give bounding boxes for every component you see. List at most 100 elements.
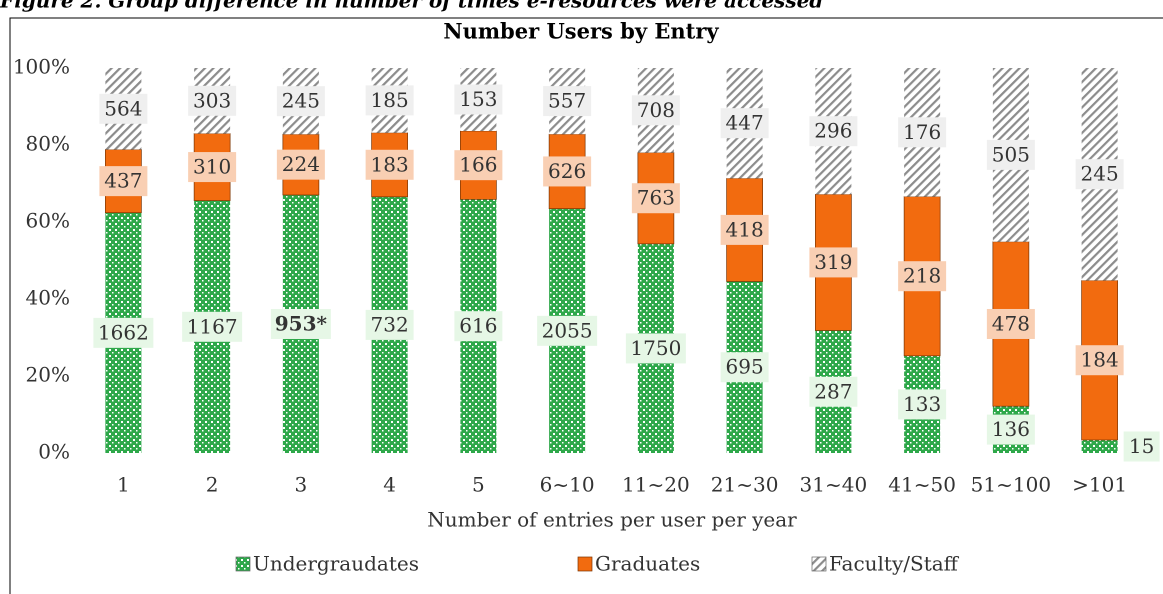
y-tick-label: 40% xyxy=(26,286,70,310)
data-label-bg xyxy=(365,149,414,180)
data-label-bg xyxy=(720,214,769,245)
data-label: 557 xyxy=(548,89,586,113)
data-label: 319 xyxy=(814,250,852,274)
legend-label: Faculty/Staff xyxy=(829,552,960,576)
data-label: 1167 xyxy=(187,314,238,338)
data-label-bg xyxy=(720,108,769,139)
y-tick-label: 80% xyxy=(26,132,70,156)
x-tick-label: 1 xyxy=(117,473,130,497)
legend-label: Undergraudates xyxy=(253,552,419,576)
data-label-bg xyxy=(99,166,148,197)
caption: Figure 2. Group difference in number of … xyxy=(0,0,823,13)
data-label: 953* xyxy=(275,311,328,335)
y-tick-label: 0% xyxy=(38,440,70,464)
data-label: 437 xyxy=(104,169,142,193)
data-label: 478 xyxy=(992,311,1030,335)
data-label-bg xyxy=(898,117,947,148)
data-label-bg xyxy=(1123,431,1160,462)
data-label-bg xyxy=(543,156,592,187)
data-label-bg xyxy=(1075,345,1124,376)
x-tick-label: 11~20 xyxy=(622,473,690,497)
data-label: 763 xyxy=(637,186,675,210)
data-label-bg xyxy=(93,317,154,348)
data-label: 616 xyxy=(459,314,497,338)
data-label: 447 xyxy=(726,111,764,135)
data-label-bg xyxy=(631,95,680,126)
data-label-bg xyxy=(365,85,414,116)
data-label: 2055 xyxy=(542,318,593,342)
data-label: 245 xyxy=(282,89,320,113)
data-label-bg xyxy=(986,139,1035,170)
data-label: 1662 xyxy=(98,320,149,344)
x-tick-label: 6~10 xyxy=(540,473,595,497)
legend-label: Graduates xyxy=(595,552,700,576)
data-label: 418 xyxy=(726,217,764,241)
x-tick-label: 31~40 xyxy=(800,473,868,497)
data-label-bg xyxy=(1075,159,1124,190)
bar-segment xyxy=(1081,439,1118,453)
data-label-bg xyxy=(537,315,598,346)
data-label-bg xyxy=(809,376,858,407)
x-tick-label: 4 xyxy=(383,473,396,497)
data-label: 310 xyxy=(193,155,231,179)
data-label: 15 xyxy=(1129,434,1154,458)
data-label-bg xyxy=(188,152,237,183)
data-label: 185 xyxy=(371,88,409,112)
data-label: 732 xyxy=(371,312,409,336)
data-label-bg xyxy=(625,333,686,364)
y-tick-label: 20% xyxy=(26,363,70,387)
data-label-bg xyxy=(543,86,592,117)
data-label: 153 xyxy=(459,87,497,111)
data-label-bg xyxy=(720,352,769,383)
data-label: 505 xyxy=(992,142,1030,166)
y-tick-label: 100% xyxy=(13,55,70,79)
data-label-bg xyxy=(99,93,148,124)
data-label-bg xyxy=(898,389,947,420)
data-label: 136 xyxy=(992,417,1030,441)
data-label: 133 xyxy=(903,392,941,416)
data-label-bg xyxy=(986,308,1035,339)
legend-swatch xyxy=(235,556,251,572)
data-label-bg xyxy=(182,311,243,342)
data-label-bg xyxy=(270,308,331,339)
data-label-bg xyxy=(188,85,237,116)
data-label-bg xyxy=(276,149,325,180)
data-label: 245 xyxy=(1081,162,1119,186)
x-tick-label: >101 xyxy=(1072,473,1127,497)
data-label: 296 xyxy=(814,119,852,143)
data-label: 218 xyxy=(903,264,941,288)
data-label: 166 xyxy=(459,153,497,177)
data-label: 183 xyxy=(371,152,409,176)
data-label: 695 xyxy=(726,355,764,379)
data-label-bg xyxy=(631,183,680,214)
data-label-bg xyxy=(454,84,503,115)
data-label-bg xyxy=(276,86,325,117)
x-axis-title: Number of entries per user per year xyxy=(427,508,797,532)
data-label-bg xyxy=(454,150,503,181)
x-tick-label: 3 xyxy=(295,473,308,497)
data-label: 1750 xyxy=(630,336,681,360)
x-tick-label: 2 xyxy=(206,473,219,497)
data-label: 176 xyxy=(903,120,941,144)
data-label: 564 xyxy=(104,96,142,120)
chart-title: Number Users by Entry xyxy=(443,19,719,44)
data-label-bg xyxy=(898,261,947,292)
data-label: 287 xyxy=(814,379,852,403)
x-tick-label: 21~30 xyxy=(711,473,779,497)
data-label-bg xyxy=(365,309,414,340)
data-label-bg xyxy=(986,414,1035,445)
data-label: 303 xyxy=(193,88,231,112)
x-tick-label: 5 xyxy=(472,473,485,497)
data-label-bg xyxy=(454,311,503,342)
data-label: 708 xyxy=(637,98,675,122)
legend-swatch xyxy=(811,556,827,572)
data-label: 626 xyxy=(548,159,586,183)
data-label: 224 xyxy=(282,152,320,176)
x-tick-label: 41~50 xyxy=(888,473,956,497)
y-tick-label: 60% xyxy=(26,209,70,233)
data-label-bg xyxy=(809,116,858,147)
legend-swatch xyxy=(577,556,593,572)
data-label-bg xyxy=(809,247,858,278)
